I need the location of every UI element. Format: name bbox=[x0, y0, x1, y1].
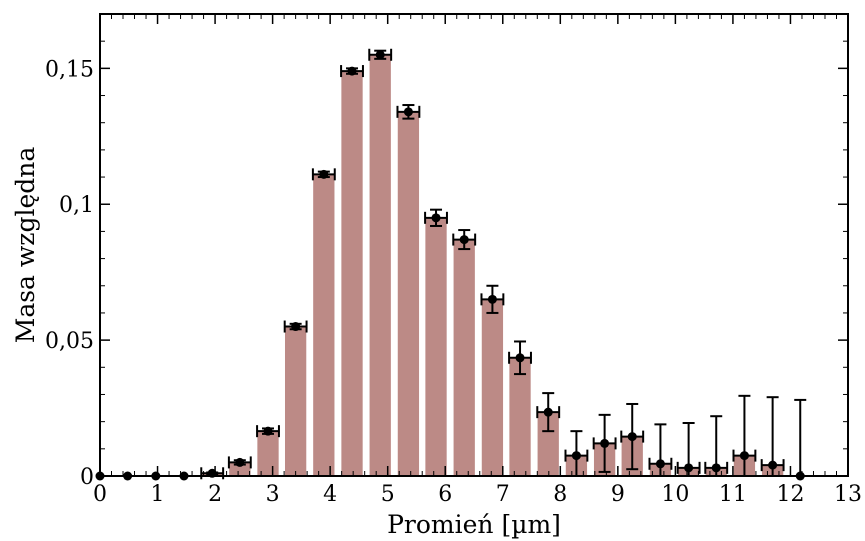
data-point-6 bbox=[263, 426, 273, 436]
error-bar-23 bbox=[738, 394, 751, 476]
y-tick-label-2: 0,1 bbox=[59, 193, 94, 218]
data-point-14 bbox=[487, 294, 497, 304]
data-point-22 bbox=[711, 463, 721, 473]
data-point-24 bbox=[768, 460, 778, 470]
x-tick-label-6: 6 bbox=[438, 482, 452, 507]
bar-11 bbox=[397, 111, 420, 476]
data-point-7 bbox=[291, 322, 301, 332]
data-point-10 bbox=[375, 50, 385, 60]
error-bar-25 bbox=[794, 398, 807, 476]
x-tick-label-9: 9 bbox=[611, 482, 625, 507]
bar-9 bbox=[341, 71, 363, 476]
x-tick-label-3: 3 bbox=[266, 482, 280, 507]
x-tick-label-1: 1 bbox=[151, 482, 165, 507]
x-tick-label-4: 4 bbox=[323, 482, 337, 507]
bar-14 bbox=[481, 299, 504, 476]
data-point-11 bbox=[403, 107, 413, 117]
data-point-20 bbox=[655, 459, 665, 469]
data-point-23 bbox=[739, 451, 749, 461]
x-tick-label-5: 5 bbox=[381, 482, 395, 507]
bar-16 bbox=[537, 412, 559, 476]
bar-10 bbox=[369, 54, 391, 476]
data-point-13 bbox=[459, 235, 469, 245]
data-point-12 bbox=[431, 213, 441, 223]
bars-layer bbox=[201, 54, 784, 476]
x-tick-label-10: 10 bbox=[661, 482, 689, 507]
data-point-8 bbox=[319, 169, 329, 179]
data-point-16 bbox=[543, 407, 553, 417]
x-tick-label-2: 2 bbox=[208, 482, 222, 507]
y-tick-label-1: 0,05 bbox=[45, 329, 94, 354]
y-tick-labels: 0 0,05 0,1 0,15 bbox=[45, 57, 94, 490]
data-point-9 bbox=[347, 66, 357, 76]
x-tick-label-7: 7 bbox=[496, 482, 510, 507]
x-tick-label-0: 0 bbox=[93, 482, 107, 507]
bar-13 bbox=[453, 239, 475, 476]
data-point-15 bbox=[515, 353, 525, 363]
x-tick-label-11: 11 bbox=[719, 482, 747, 507]
x-tick-label-8: 8 bbox=[553, 482, 567, 507]
bar-6 bbox=[257, 431, 279, 476]
data-point-21 bbox=[684, 463, 694, 473]
x-tick-label-13: 13 bbox=[834, 482, 862, 507]
bar-5 bbox=[229, 462, 251, 476]
x-tick-labels: 0 1 2 3 4 5 6 7 8 9 10 11 12 13 bbox=[93, 482, 862, 507]
bar-15 bbox=[509, 357, 531, 476]
data-point-5 bbox=[235, 457, 245, 467]
bar-7 bbox=[284, 326, 307, 476]
data-point-19 bbox=[627, 432, 637, 442]
plot-frame bbox=[99, 13, 849, 477]
ticks-layer bbox=[99, 14, 849, 477]
x-axis-title: Promień [µm] bbox=[387, 510, 561, 539]
points-layer bbox=[95, 50, 805, 481]
data-point-17 bbox=[571, 451, 581, 461]
y-axis-title: Masa względna bbox=[11, 147, 40, 344]
error-bars-layer bbox=[200, 48, 807, 480]
y-tick-label-0: 0 bbox=[80, 465, 94, 490]
y-tick-label-3: 0,15 bbox=[45, 57, 94, 82]
x-tick-label-12: 12 bbox=[776, 482, 804, 507]
bar-8 bbox=[313, 174, 335, 476]
data-point-18 bbox=[600, 438, 610, 448]
bar-12 bbox=[425, 217, 447, 476]
